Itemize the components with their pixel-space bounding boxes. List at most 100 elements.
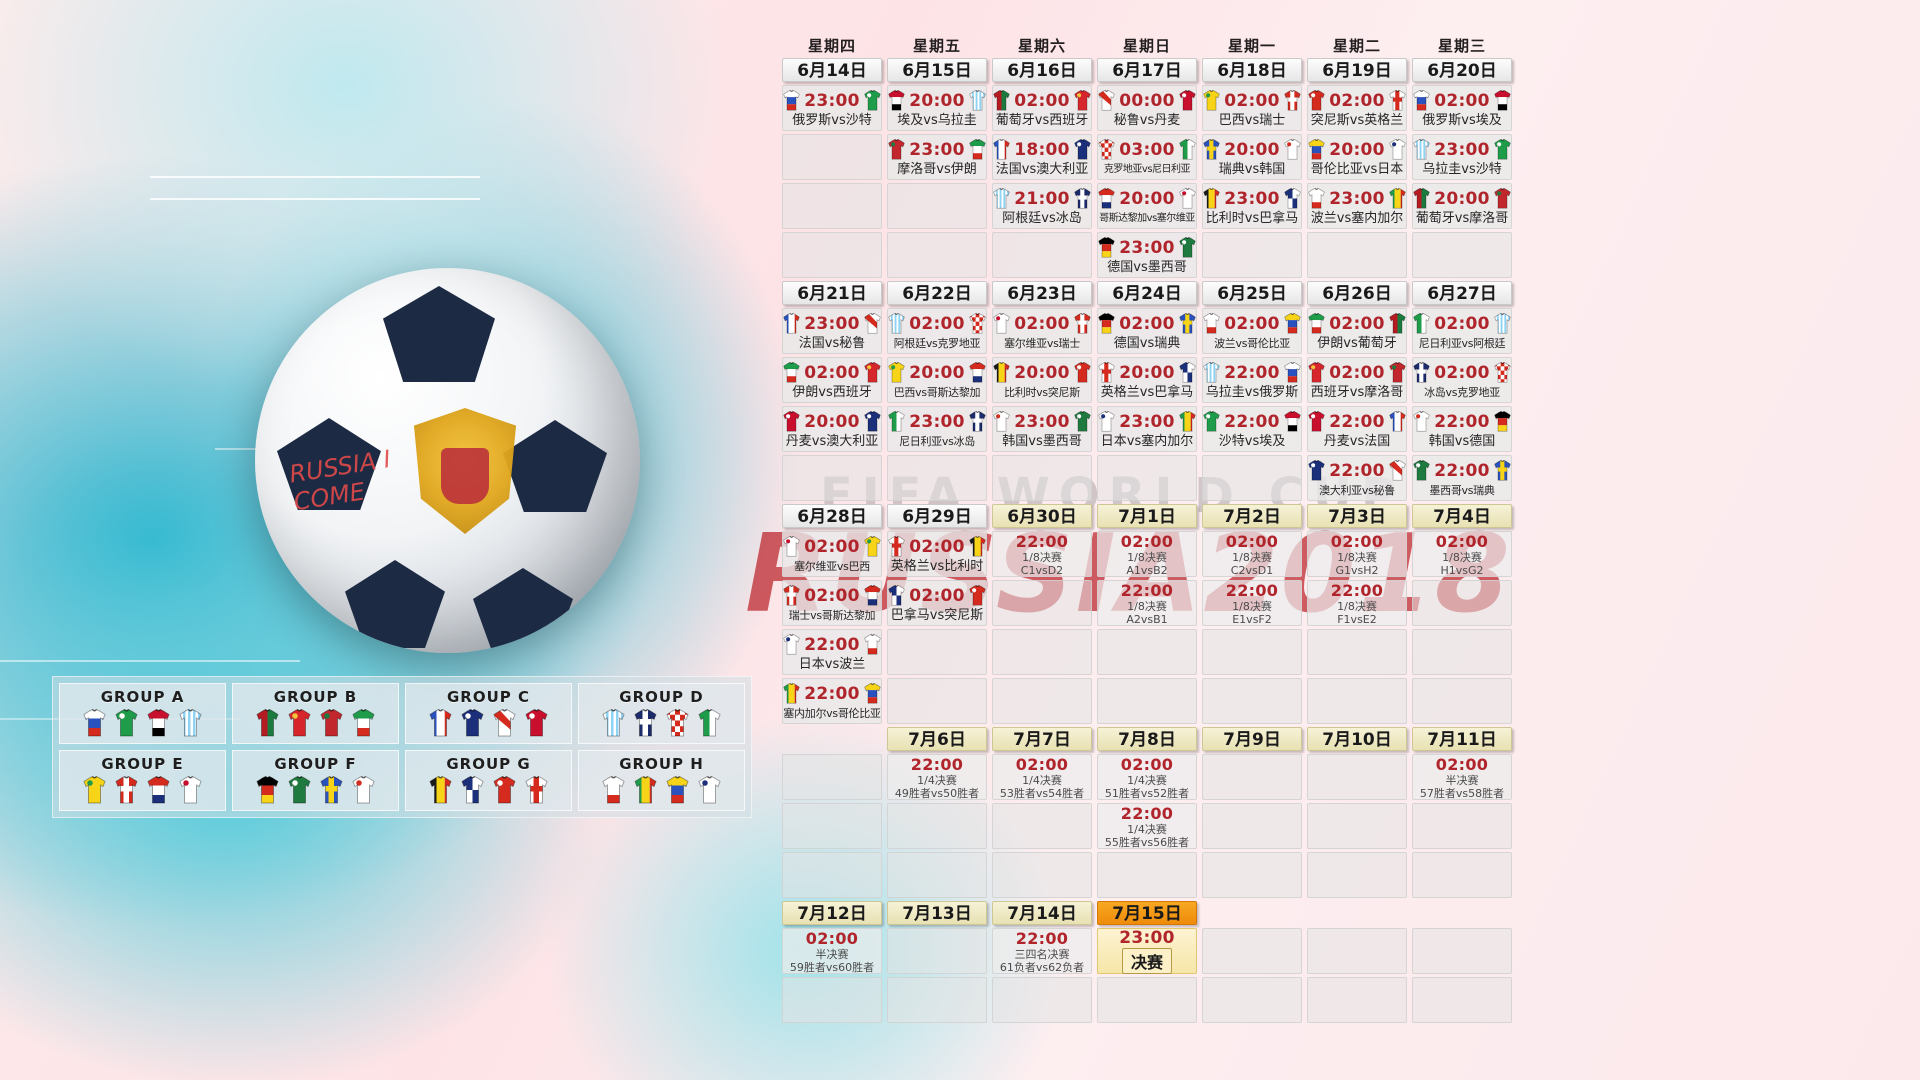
match-cell[interactable]: 20:00 比利时vs突尼斯 [992, 357, 1092, 403]
group-box-group-c[interactable]: GROUP C [405, 683, 572, 744]
date-header[interactable]: 7月8日 [1097, 727, 1197, 751]
date-header[interactable]: 7月14日 [992, 901, 1092, 925]
match-cell[interactable]: 23:00 波兰vs塞内加尔 [1307, 183, 1407, 229]
date-header[interactable]: 6月16日 [992, 58, 1092, 82]
knockout-match-cell[interactable]: 22:00 1/4决赛 49胜者vs50胜者 [887, 754, 987, 800]
date-header[interactable]: 6月24日 [1097, 281, 1197, 305]
match-cell[interactable]: 23:00 德国vs墨西哥 [1097, 232, 1197, 278]
knockout-match-cell[interactable]: 02:00 1/4决赛 51胜者vs52胜者 [1097, 754, 1197, 800]
date-header[interactable]: 6月29日 [887, 504, 987, 528]
match-cell[interactable]: 23:00 比利时vs巴拿马 [1202, 183, 1302, 229]
match-cell[interactable]: 23:00 法国vs秘鲁 [782, 308, 882, 354]
match-cell[interactable]: 22:00 丹麦vs法国 [1307, 406, 1407, 452]
match-cell[interactable]: 02:00 波兰vs哥伦比亚 [1202, 308, 1302, 354]
date-header[interactable]: 7月2日 [1202, 504, 1302, 528]
match-cell[interactable]: 23:00 尼日利亚vs冰岛 [887, 406, 987, 452]
group-box-group-d[interactable]: GROUP D [578, 683, 745, 744]
match-cell[interactable]: 23:00 俄罗斯vs沙特 [782, 85, 882, 131]
date-header[interactable]: 7月4日 [1412, 504, 1512, 528]
date-header[interactable]: 6月19日 [1307, 58, 1407, 82]
date-header[interactable]: 7月12日 [782, 901, 882, 925]
match-cell[interactable]: 22:00 沙特vs埃及 [1202, 406, 1302, 452]
knockout-match-cell[interactable]: 22:00 三四名决赛 61负者vs62负者 [992, 928, 1092, 974]
match-cell[interactable]: 02:00 塞尔维亚vs瑞士 [992, 308, 1092, 354]
match-cell[interactable]: 20:00 巴西vs哥斯达黎加 [887, 357, 987, 403]
match-cell[interactable]: 22:00 韩国vs德国 [1412, 406, 1512, 452]
date-header[interactable]: 7月9日 [1202, 727, 1302, 751]
date-header[interactable]: 7月10日 [1307, 727, 1407, 751]
match-cell[interactable]: 20:00 英格兰vs巴拿马 [1097, 357, 1197, 403]
match-cell[interactable]: 22:00 塞内加尔vs哥伦比亚 [782, 678, 882, 724]
date-header[interactable]: 6月23日 [992, 281, 1092, 305]
match-cell[interactable]: 02:00 俄罗斯vs埃及 [1412, 85, 1512, 131]
match-cell[interactable]: 20:00 丹麦vs澳大利亚 [782, 406, 882, 452]
final-match-cell[interactable]: 23:00 决赛 [1097, 928, 1197, 974]
knockout-match-cell[interactable]: 22:00 1/8决赛 F1vsE2 [1307, 580, 1407, 626]
match-cell[interactable]: 02:00 尼日利亚vs阿根廷 [1412, 308, 1512, 354]
match-cell[interactable]: 02:00 西班牙vs摩洛哥 [1307, 357, 1407, 403]
date-header[interactable]: 6月17日 [1097, 58, 1197, 82]
date-header[interactable]: 7月3日 [1307, 504, 1407, 528]
match-cell[interactable]: 00:00 秘鲁vs丹麦 [1097, 85, 1197, 131]
group-box-group-f[interactable]: GROUP F [232, 750, 399, 811]
date-header[interactable]: 6月30日 [992, 504, 1092, 528]
date-header[interactable]: 6月21日 [782, 281, 882, 305]
knockout-match-cell[interactable]: 22:00 1/4决赛 55胜者vs56胜者 [1097, 803, 1197, 849]
date-header[interactable]: 6月26日 [1307, 281, 1407, 305]
date-header[interactable]: 6月25日 [1202, 281, 1302, 305]
match-cell[interactable]: 21:00 阿根廷vs冰岛 [992, 183, 1092, 229]
group-box-group-g[interactable]: GROUP G [405, 750, 572, 811]
match-cell[interactable]: 18:00 法国vs澳大利亚 [992, 134, 1092, 180]
group-box-group-b[interactable]: GROUP B [232, 683, 399, 744]
match-cell[interactable]: 22:00 墨西哥vs瑞典 [1412, 455, 1512, 501]
group-box-group-e[interactable]: GROUP E [59, 750, 226, 811]
date-header[interactable]: 6月14日 [782, 58, 882, 82]
match-cell[interactable]: 02:00 英格兰vs比利时 [887, 531, 987, 577]
knockout-match-cell[interactable]: 02:00 1/8决赛 G1vsH2 [1307, 531, 1407, 577]
match-cell[interactable]: 02:00 伊朗vs葡萄牙 [1307, 308, 1407, 354]
match-cell[interactable]: 02:00 德国vs瑞典 [1097, 308, 1197, 354]
match-cell[interactable]: 02:00 塞尔维亚vs巴西 [782, 531, 882, 577]
match-cell[interactable]: 02:00 突尼斯vs英格兰 [1307, 85, 1407, 131]
match-cell[interactable]: 02:00 伊朗vs西班牙 [782, 357, 882, 403]
date-header[interactable]: 7月1日 [1097, 504, 1197, 528]
knockout-match-cell[interactable]: 02:00 1/8决赛 C2vsD1 [1202, 531, 1302, 577]
date-header[interactable]: 6月28日 [782, 504, 882, 528]
knockout-match-cell[interactable]: 02:00 1/8决赛 H1vsG2 [1412, 531, 1512, 577]
date-header[interactable]: 6月27日 [1412, 281, 1512, 305]
date-header[interactable]: 7月6日 [887, 727, 987, 751]
match-cell[interactable]: 02:00 冰岛vs克罗地亚 [1412, 357, 1512, 403]
knockout-match-cell[interactable]: 02:00 半决赛 57胜者vs58胜者 [1412, 754, 1512, 800]
match-cell[interactable]: 02:00 巴西vs瑞士 [1202, 85, 1302, 131]
knockout-match-cell[interactable]: 22:00 1/8决赛 C1vsD2 [992, 531, 1092, 577]
match-cell[interactable]: 20:00 瑞典vs韩国 [1202, 134, 1302, 180]
match-cell[interactable]: 23:00 乌拉圭vs沙特 [1412, 134, 1512, 180]
date-header[interactable]: 6月15日 [887, 58, 987, 82]
match-cell[interactable]: 02:00 巴拿马vs突尼斯 [887, 580, 987, 626]
match-cell[interactable]: 02:00 瑞士vs哥斯达黎加 [782, 580, 882, 626]
match-cell[interactable]: 22:00 澳大利亚vs秘鲁 [1307, 455, 1407, 501]
date-header[interactable]: 7月15日 [1097, 901, 1197, 925]
date-header[interactable]: 7月11日 [1412, 727, 1512, 751]
date-header[interactable]: 7月13日 [887, 901, 987, 925]
match-cell[interactable]: 23:00 日本vs塞内加尔 [1097, 406, 1197, 452]
knockout-match-cell[interactable]: 02:00 1/8决赛 A1vsB2 [1097, 531, 1197, 577]
match-cell[interactable]: 20:00 哥斯达黎加vs塞尔维亚 [1097, 183, 1197, 229]
date-header[interactable]: 6月18日 [1202, 58, 1302, 82]
match-cell[interactable]: 23:00 韩国vs墨西哥 [992, 406, 1092, 452]
knockout-match-cell[interactable]: 02:00 1/4决赛 53胜者vs54胜者 [992, 754, 1092, 800]
match-cell[interactable]: 02:00 葡萄牙vs西班牙 [992, 85, 1092, 131]
match-cell[interactable]: 02:00 阿根廷vs克罗地亚 [887, 308, 987, 354]
date-header[interactable]: 7月7日 [992, 727, 1092, 751]
date-header[interactable]: 6月22日 [887, 281, 987, 305]
match-cell[interactable]: 20:00 埃及vs乌拉圭 [887, 85, 987, 131]
match-cell[interactable]: 22:00 日本vs波兰 [782, 629, 882, 675]
match-cell[interactable]: 20:00 哥伦比亚vs日本 [1307, 134, 1407, 180]
match-cell[interactable]: 03:00 克罗地亚vs尼日利亚 [1097, 134, 1197, 180]
match-cell[interactable]: 20:00 葡萄牙vs摩洛哥 [1412, 183, 1512, 229]
date-header[interactable]: 6月20日 [1412, 58, 1512, 82]
match-cell[interactable]: 23:00 摩洛哥vs伊朗 [887, 134, 987, 180]
knockout-match-cell[interactable]: 02:00 半决赛 59胜者vs60胜者 [782, 928, 882, 974]
knockout-match-cell[interactable]: 22:00 1/8决赛 A2vsB1 [1097, 580, 1197, 626]
group-box-group-a[interactable]: GROUP A [59, 683, 226, 744]
